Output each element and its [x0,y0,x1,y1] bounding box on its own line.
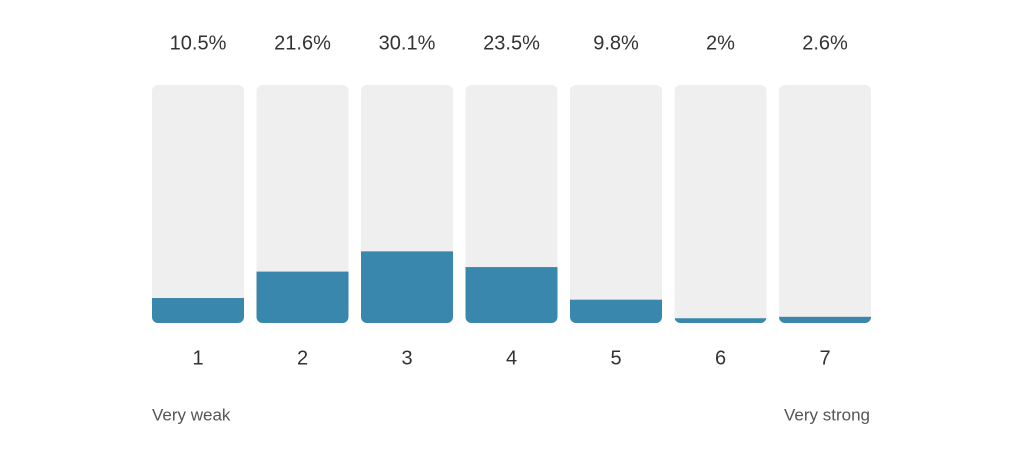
track [570,85,662,323]
track [779,85,871,323]
value-label: 2.6% [802,32,848,54]
track [256,85,349,323]
bar [256,271,349,323]
value-label: 9.8% [593,32,639,54]
value-label: 2% [706,32,735,54]
bar [570,299,662,323]
bar [465,267,558,323]
value-label: 10.5% [170,32,227,54]
value-label: 23.5% [483,32,540,54]
category-label: 4 [506,347,517,369]
annotation-left: Very weak [152,405,231,424]
category-label: 5 [610,347,621,369]
value-label: 30.1% [379,32,436,54]
category-label: 3 [401,347,412,369]
track [674,85,767,323]
value-label: 21.6% [274,32,331,54]
bar [779,316,871,323]
category-label: 1 [192,347,203,369]
annotation-right: Very strong [784,405,870,424]
category-label: 2 [297,347,308,369]
category-label: 6 [715,347,726,369]
bar [674,318,767,323]
bar [152,298,244,323]
bar [361,251,453,323]
track [152,85,244,323]
track [465,85,558,323]
category-label: 7 [819,347,830,369]
